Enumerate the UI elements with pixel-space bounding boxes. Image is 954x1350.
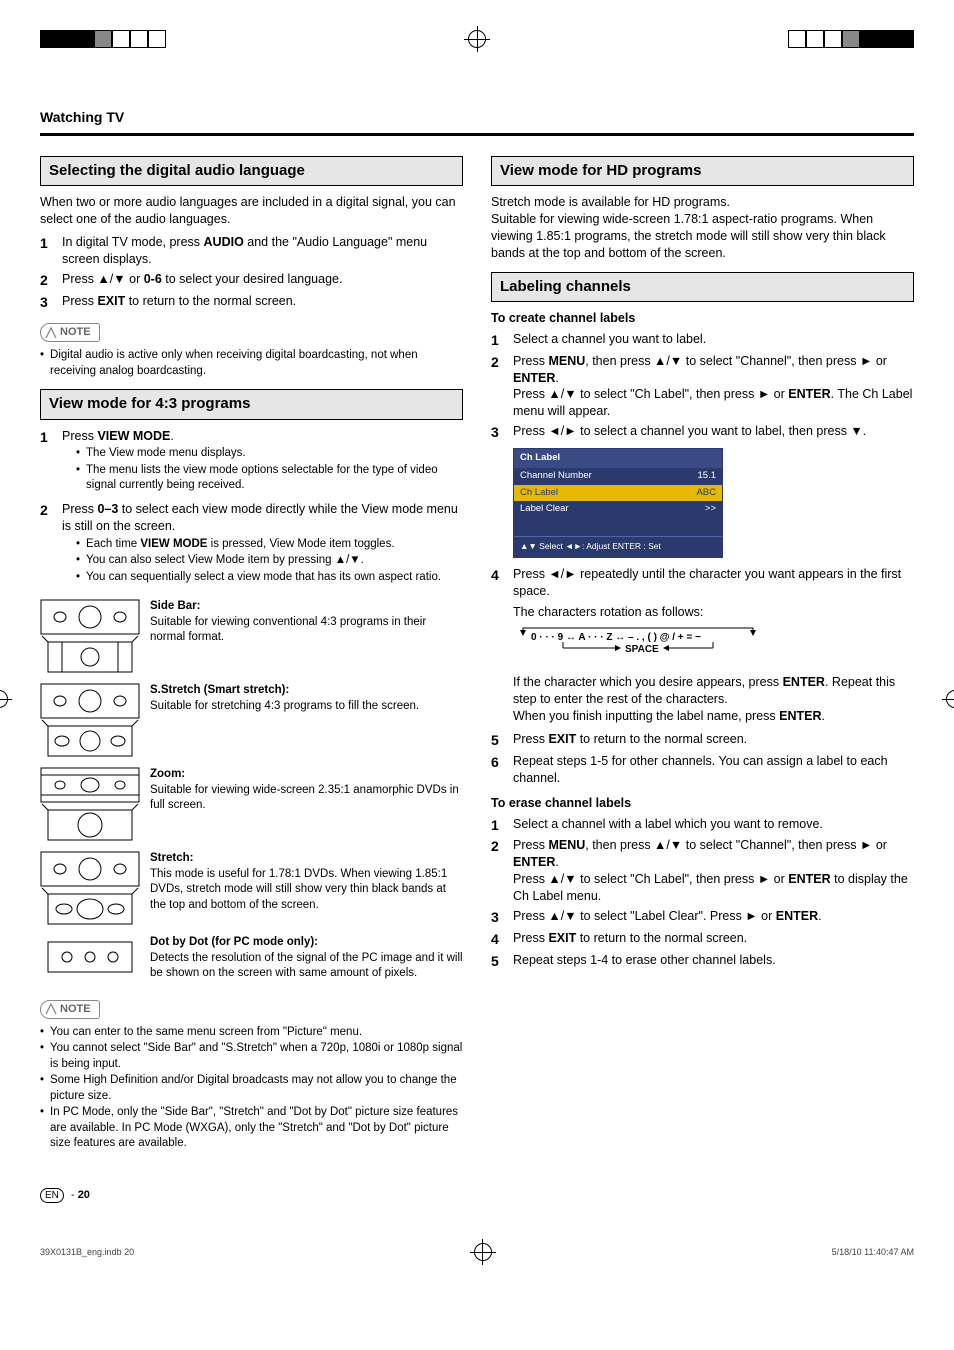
section-title: View mode for HD programs (491, 156, 914, 186)
left-column: Selecting the digital audio language Whe… (40, 146, 463, 1158)
create-step4: 4Press ◄/► repeatedly until the characte… (491, 566, 914, 600)
char-body: If the character which you desire appear… (491, 674, 914, 725)
char-intro: The characters rotation as follows: (491, 604, 914, 621)
hd-body: Stretch mode is available for HD program… (491, 194, 914, 262)
zoom-icon (40, 767, 140, 841)
viewmode-sidebar: Side Bar:Suitable for viewing convention… (40, 599, 463, 673)
viewmode-dotbydot: Dot by Dot (for PC mode only):Detects th… (40, 935, 463, 982)
section-title: Labeling channels (491, 272, 914, 302)
char-rotation-diagram: 0 · · · 9 ↔ A · · · Z ↔ – . , ( ) @ / + … (491, 626, 914, 668)
dotbydot-icon (40, 935, 140, 979)
breadcrumb: Watching TV (40, 108, 914, 127)
right-column: View mode for HD programs Stretch mode i… (491, 146, 914, 1158)
erase-head: To erase channel labels (491, 795, 914, 812)
osd-chlabel: Ch Label Channel Number15.1 Ch LabelABC … (513, 448, 723, 558)
erase-steps: 1Select a channel with a label which you… (491, 816, 914, 971)
audio-steps: 1In digital TV mode, press AUDIO and the… (40, 234, 463, 312)
note-text: Digital audio is active only when receiv… (40, 348, 463, 379)
note-icon: NOTE (40, 323, 100, 342)
sidebar-icon (40, 599, 140, 673)
create-head: To create channel labels (491, 310, 914, 327)
crop-marks-top (40, 30, 914, 48)
create-steps-56: 5Press EXIT to return to the normal scre… (491, 731, 914, 787)
registration-left (0, 690, 8, 708)
viewmode-stretch: Stretch:This mode is useful for 1.78:1 D… (40, 851, 463, 925)
svg-text:SPACE: SPACE (625, 644, 659, 655)
intro-text: When two or more audio languages are inc… (40, 194, 463, 228)
registration-right (946, 690, 954, 708)
sstretch-icon (40, 683, 140, 757)
stretch-icon (40, 851, 140, 925)
create-steps: 1Select a channel you want to label. 2Pr… (491, 331, 914, 442)
print-footer: 39X0131B_eng.indb 20 5/18/10 11:40:47 AM (40, 1243, 914, 1261)
page-number: EN - 20 (40, 1188, 914, 1204)
viewmode-sstretch: S.Stretch (Smart stretch):Suitable for s… (40, 683, 463, 757)
section-title: Selecting the digital audio language (40, 156, 463, 186)
rule (40, 133, 914, 136)
viewmode-notes: You can enter to the same menu screen fr… (40, 1025, 463, 1152)
viewmode-steps: 1 Press VIEW MODE. The View mode menu di… (40, 428, 463, 590)
svg-text:0 · · · 9 ↔ A · · · Z ↔ – . ,: 0 · · · 9 ↔ A · · · Z ↔ – . , ( ) @ / + … (531, 632, 701, 643)
viewmode-zoom: Zoom:Suitable for viewing wide-screen 2.… (40, 767, 463, 841)
note-icon: NOTE (40, 1000, 100, 1019)
section-title: View mode for 4:3 programs (40, 389, 463, 419)
